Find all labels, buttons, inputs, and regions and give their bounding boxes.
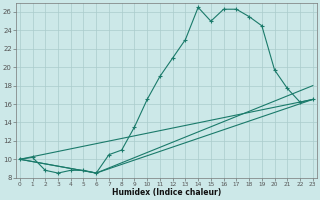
X-axis label: Humidex (Indice chaleur): Humidex (Indice chaleur) — [112, 188, 221, 197]
